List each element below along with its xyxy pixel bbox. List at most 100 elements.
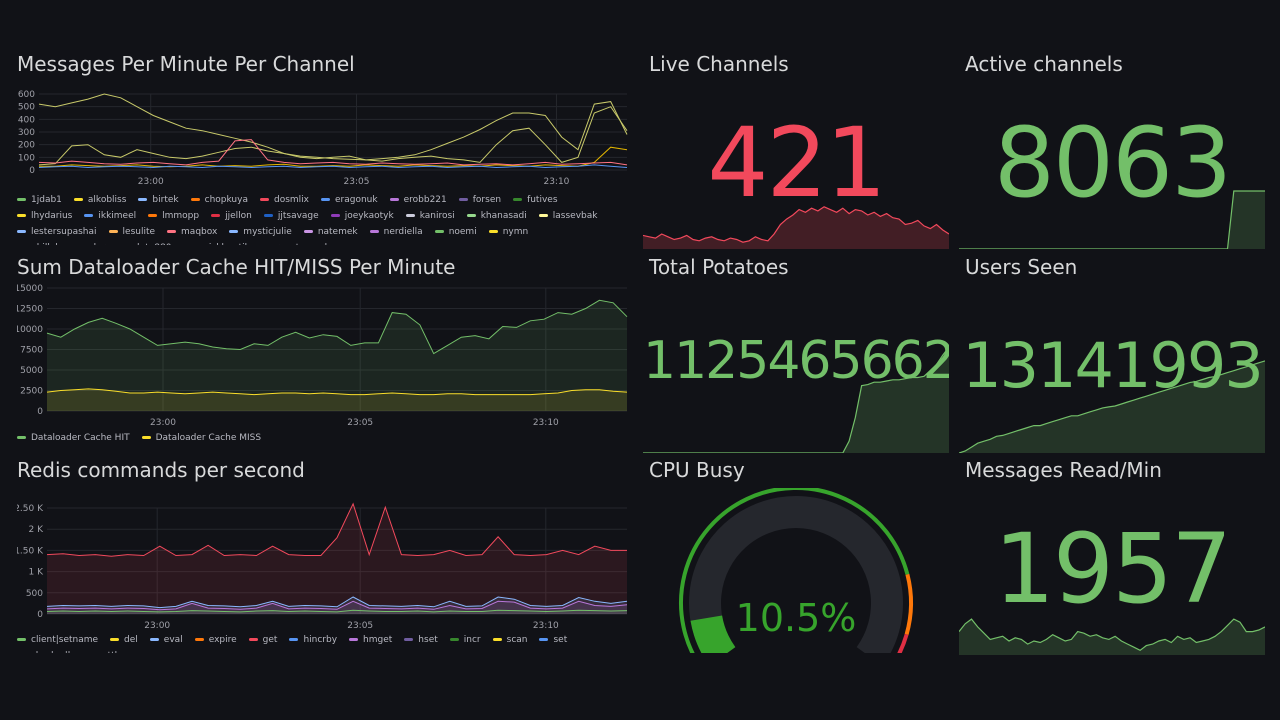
- legend-item[interactable]: nerdiella: [369, 224, 423, 240]
- legend-item[interactable]: dosmlix: [259, 192, 309, 208]
- legend-label: maqbox: [181, 227, 218, 237]
- legend-item[interactable]: client|setname: [17, 632, 98, 648]
- legend-item[interactable]: hset: [404, 632, 438, 648]
- sparkline-area: [643, 346, 949, 453]
- panel-users-seen[interactable]: Users Seen 13141993: [959, 255, 1265, 453]
- legend-label: Dataloader Cache HIT: [31, 433, 130, 443]
- legend-swatch: [141, 436, 151, 439]
- legend-item[interactable]: alkobliss: [73, 192, 126, 208]
- legend-item[interactable]: mysticjulie: [229, 224, 292, 240]
- legend-label: lmmopp: [162, 211, 200, 221]
- legend-swatch: [349, 638, 359, 641]
- legend-item[interactable]: birtek: [138, 192, 179, 208]
- legend-item[interactable]: futives: [513, 192, 558, 208]
- messages-chart[interactable]: 600 500 400 300 200 100 0 23:00 23:05 23:10: [17, 86, 629, 226]
- legend-item[interactable]: khanasadi: [466, 208, 527, 224]
- panel-total-potatoes[interactable]: Total Potatoes 1125465662: [643, 255, 949, 453]
- legend-item[interactable]: Dataloader Cache MISS: [141, 430, 261, 446]
- legend-label: natemek: [317, 227, 358, 237]
- legend-item[interactable]: eragonuk: [321, 192, 378, 208]
- legend-item[interactable]: incr: [449, 632, 481, 648]
- legend-label: incr: [463, 635, 481, 645]
- legend-swatch: [263, 214, 273, 217]
- legend-item[interactable]: phillyboywonder: [17, 240, 105, 245]
- panel-dataloader-cache[interactable]: Sum Dataloader Cache HIT/MISS Per Minute…: [17, 255, 629, 448]
- panel-cpu-busy[interactable]: CPU Busy 10.5%: [643, 458, 949, 653]
- legend-item[interactable]: jjellon: [211, 208, 252, 224]
- legend-label: lestersupashai: [31, 227, 97, 237]
- legend-item[interactable]: scan: [492, 632, 527, 648]
- legend-item[interactable]: del: [110, 632, 138, 648]
- legend-swatch: [389, 198, 399, 201]
- legend-item[interactable]: lestersupashai: [17, 224, 97, 240]
- legend-item[interactable]: hmget: [349, 632, 392, 648]
- x-tick-label: 23:10: [533, 621, 559, 631]
- panel-redis-commands[interactable]: Redis commands per second 2.50 K 2 K 1.50 …: [17, 458, 629, 653]
- legend-label: mysticjulie: [243, 227, 292, 237]
- legend-item[interactable]: lhydarius: [17, 208, 72, 224]
- series-area: [47, 388, 627, 411]
- legend-swatch: [108, 230, 118, 233]
- legend-item[interactable]: slowlog|len: [17, 648, 82, 653]
- dataloader-chart[interactable]: 15000 12500 10000 7500 5000 2500 0 23:00 23:05 23…: [17, 283, 629, 433]
- legend-label: slowlog|len: [31, 651, 82, 653]
- legend-label: eragonuk: [335, 195, 378, 205]
- legend-item[interactable]: maqbox: [167, 224, 217, 240]
- legend-label: dosmlix: [273, 195, 309, 205]
- users-seen-value: 13141993: [962, 329, 1264, 402]
- legend-swatch: [303, 230, 313, 233]
- series-line: [38, 139, 628, 166]
- legend-item[interactable]: nymn: [488, 224, 528, 240]
- legend-swatch: [84, 214, 94, 217]
- legend-item[interactable]: ikkimeel: [84, 208, 136, 224]
- legend-swatch: [458, 198, 468, 201]
- legend-item[interactable]: 1jdab1: [17, 192, 62, 208]
- y-tick-label: 10000: [17, 325, 43, 335]
- legend-swatch: [492, 638, 502, 641]
- legend-item[interactable]: kanirosi: [405, 208, 455, 224]
- legend-item[interactable]: lesulite: [108, 224, 155, 240]
- legend-label: joeykaotyk: [344, 211, 394, 221]
- legend-item[interactable]: eval: [149, 632, 183, 648]
- legend-label: pluto880: [131, 243, 171, 245]
- panel-messages-per-minute[interactable]: Messages Per Minute Per Channel 600 500 40…: [17, 52, 629, 245]
- legend-swatch: [449, 638, 459, 641]
- legend-item[interactable]: set: [539, 632, 567, 648]
- gauge-value-arc: [690, 614, 736, 653]
- series-line: [46, 502, 627, 557]
- legend-item[interactable]: expire: [194, 632, 237, 648]
- legend-item[interactable]: jjtsavage: [263, 208, 319, 224]
- legend-item[interactable]: quickhuntik: [183, 240, 249, 245]
- gauge-threshold-orange: [904, 573, 913, 635]
- legend-item[interactable]: get: [248, 632, 277, 648]
- legend-label: jjellon: [225, 211, 252, 221]
- redis-chart[interactable]: 2.50 K 2 K 1.50 K 1 K 500 0 23:00 23:05 23:10: [17, 498, 629, 648]
- legend-item[interactable]: lmmopp: [148, 208, 199, 224]
- legend-label: noemi: [448, 227, 477, 237]
- legend-item[interactable]: erobb221: [389, 192, 447, 208]
- legend-label: lassevbak: [552, 211, 598, 221]
- x-tick-label: 23:10: [543, 177, 569, 187]
- legend-item[interactable]: noemi: [434, 224, 477, 240]
- legend-item[interactable]: pluto880: [117, 240, 171, 245]
- legend-label: quickhuntik: [197, 243, 249, 245]
- series-line: [46, 596, 628, 609]
- legend-swatch: [17, 214, 26, 217]
- legend-swatch: [194, 638, 204, 641]
- legend-item[interactable]: Dataloader Cache HIT: [17, 430, 130, 446]
- legend-item[interactable]: ttl: [94, 648, 118, 653]
- series-line: [46, 600, 628, 611]
- legend-item[interactable]: joeykaotyk: [330, 208, 394, 224]
- panel-live-channels[interactable]: Live Channels 421: [643, 52, 949, 249]
- users-seen-sparkline: [959, 360, 1265, 453]
- series-area: [47, 503, 627, 614]
- legend-item[interactable]: rayytoocurly: [262, 240, 333, 245]
- legend-item[interactable]: forsen: [458, 192, 501, 208]
- legend-item[interactable]: lassevbak: [538, 208, 598, 224]
- panel-messages-read[interactable]: Messages Read/Min 1957: [959, 458, 1265, 655]
- legend-item[interactable]: natemek: [303, 224, 358, 240]
- legend-label: erobb221: [403, 195, 447, 205]
- legend-item[interactable]: chopkuya: [190, 192, 248, 208]
- panel-active-channels[interactable]: Active channels 8063: [959, 52, 1265, 249]
- legend-item[interactable]: hincrby: [289, 632, 337, 648]
